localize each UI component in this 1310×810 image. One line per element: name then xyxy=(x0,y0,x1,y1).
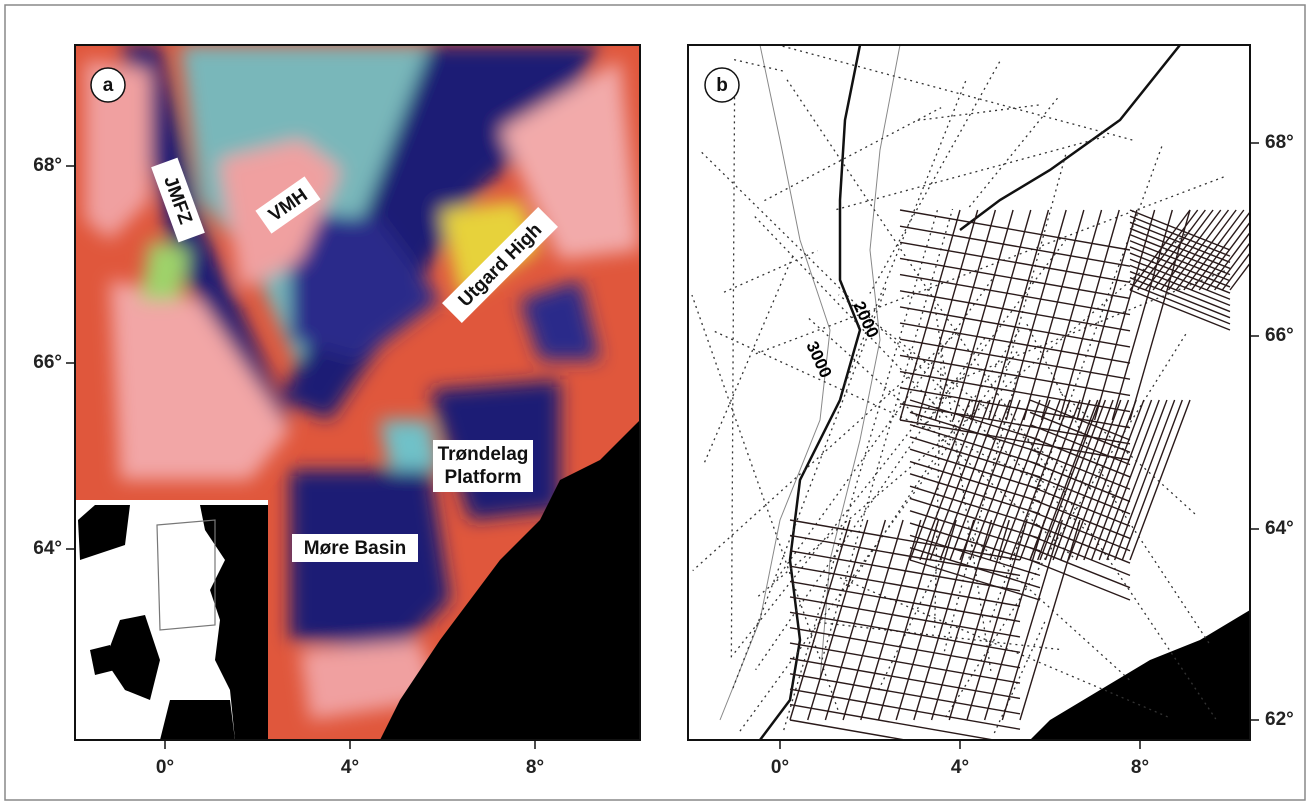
panel-label: a xyxy=(103,75,114,96)
annotation-text: Møre Basin xyxy=(304,538,406,559)
y-tick-label: 68° xyxy=(1265,132,1294,153)
x-tick-label: 8° xyxy=(1131,757,1149,778)
annotation-text: Platform xyxy=(444,467,521,488)
y-tick-label: 66° xyxy=(1265,325,1294,346)
figure: a JMFZ VMH Utgard High Trøndelag Platfor… xyxy=(0,0,1310,805)
x-tick-label: 0° xyxy=(771,757,789,778)
annotation-text: Trøndelag xyxy=(438,444,529,465)
panel-a-map xyxy=(75,45,640,740)
annotation: Møre Basin xyxy=(292,534,418,562)
x-tick-label: 4° xyxy=(341,757,359,778)
x-tick-label: 4° xyxy=(951,757,969,778)
x-tick-label: 0° xyxy=(156,757,174,778)
y-tick-label: 64° xyxy=(33,538,62,559)
x-tick-label: 8° xyxy=(526,757,544,778)
y-tick-label: 66° xyxy=(33,352,62,373)
y-tick-label: 68° xyxy=(33,155,62,176)
y-tick-label: 62° xyxy=(1265,709,1294,730)
y-tick-label: 64° xyxy=(1265,518,1294,539)
annotation: Trøndelag Platform xyxy=(433,440,533,492)
panel-label: b xyxy=(716,75,728,96)
panel-b-map xyxy=(688,45,1290,760)
page: a JMFZ VMH Utgard High Trøndelag Platfor… xyxy=(0,0,1310,810)
inset-map xyxy=(75,500,268,740)
